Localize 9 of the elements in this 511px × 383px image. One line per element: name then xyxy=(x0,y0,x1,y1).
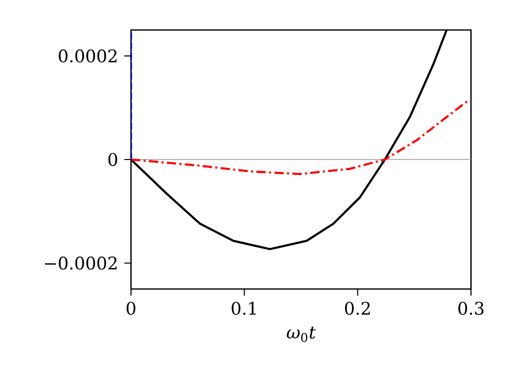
x-axis-title: ω$_{0}$t xyxy=(286,326,316,342)
x-tick-label: 0.1 xyxy=(232,302,256,315)
y-tick-label: 0 xyxy=(108,152,118,166)
x-tick-label: 0.3 xyxy=(458,302,484,315)
x-tick-label: 0 xyxy=(126,302,136,315)
y-tick-label: 0.0002 xyxy=(58,49,117,62)
y-tick-label: −0.0002 xyxy=(44,256,117,270)
line-series xyxy=(131,99,470,176)
x-tick-label: 0.2 xyxy=(345,302,370,315)
